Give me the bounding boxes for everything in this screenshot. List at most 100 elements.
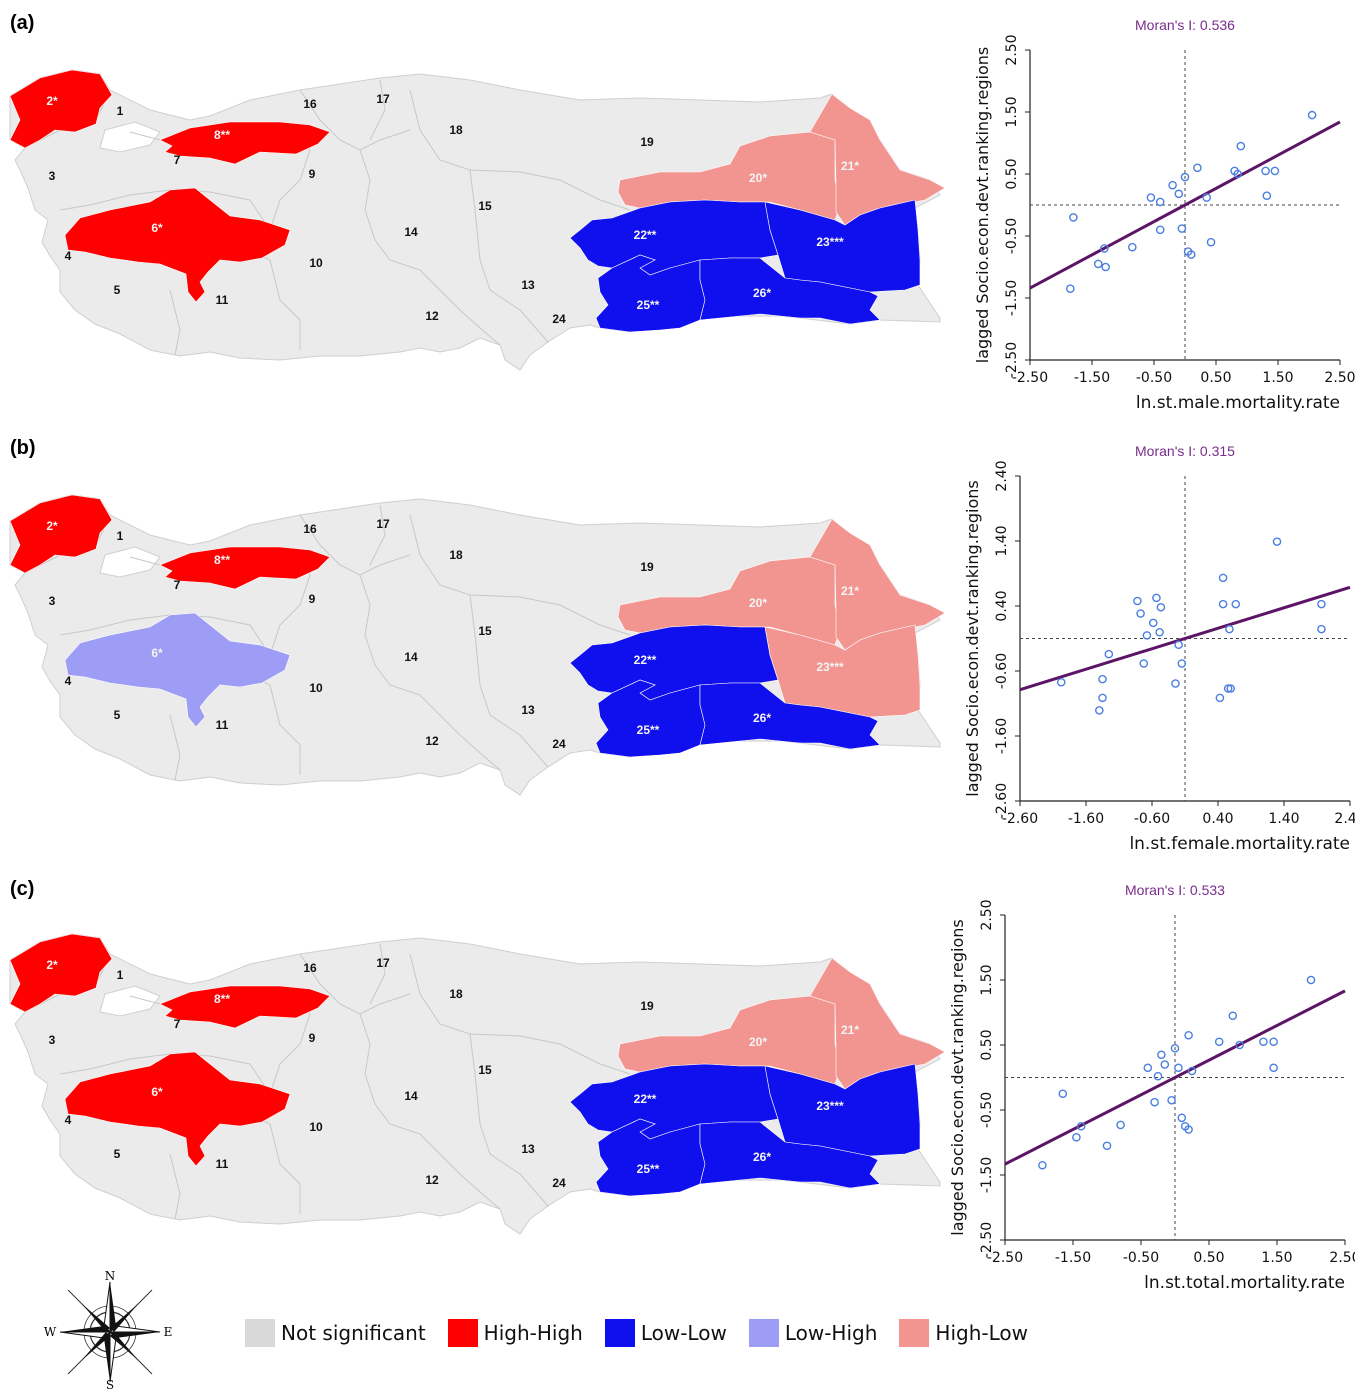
x-tick-label: 1.40 xyxy=(1268,811,1299,827)
region-label-5: 5 xyxy=(114,708,121,722)
region-border xyxy=(409,953,631,1075)
region-border xyxy=(469,594,549,768)
y-tick-label: -0.60 xyxy=(994,653,1010,689)
y-tick-label: 2.50 xyxy=(1004,34,1020,65)
region-label-25: 25** xyxy=(637,723,660,737)
scatter-point xyxy=(1202,193,1212,202)
legend-swatch-not-significant xyxy=(245,1319,275,1347)
region-border xyxy=(359,1013,421,1135)
scatter-point xyxy=(1233,169,1243,179)
x-tick-label: 2.40 xyxy=(1334,811,1355,827)
region-label-24: 24 xyxy=(552,1176,566,1190)
region-label-12: 12 xyxy=(425,734,439,748)
choropleth-map-a: 1 2* 3 4 5 6* 7 8** 9 10 11 12 13 14 15 16 17 18 19 20* 21* 2… xyxy=(9,69,946,371)
region-label-22: 22** xyxy=(634,1092,657,1106)
scatter-point xyxy=(1174,189,1184,199)
region-label-20: 20* xyxy=(749,171,767,185)
region-border xyxy=(299,89,411,151)
scatter-point xyxy=(1171,679,1180,688)
y-axis-title: lagged Socio.econ.devt.ranking.regions xyxy=(963,480,982,796)
region-label-9: 9 xyxy=(309,167,316,181)
region-label-23: 23*** xyxy=(816,1099,844,1113)
scatter-point xyxy=(1155,225,1165,235)
region-border xyxy=(299,514,411,576)
region-label-19: 19 xyxy=(640,560,654,574)
x-tick-label: -1.60 xyxy=(1068,811,1104,827)
region-label-6: 6* xyxy=(151,646,163,660)
compass-west-label: W xyxy=(44,1325,57,1339)
region-label-2: 2* xyxy=(46,958,58,972)
region-label-8: 8** xyxy=(214,553,230,567)
scatter-point xyxy=(1184,1030,1193,1040)
region-border xyxy=(419,269,501,346)
region-border xyxy=(169,1153,181,1220)
sea-of-marmara xyxy=(99,985,161,1017)
region-8-shape xyxy=(159,985,331,1029)
region-label-13: 13 xyxy=(521,703,535,717)
legend-label-not-significant: Not significant xyxy=(281,1321,426,1345)
region-label-21: 21* xyxy=(841,159,859,173)
scatter-point xyxy=(1226,684,1235,693)
x-tick-label: -0.60 xyxy=(1134,811,1170,827)
region-label-7: 7 xyxy=(174,578,181,592)
compass-east-label: E xyxy=(164,1325,173,1339)
y-axis-title: lagged Socio.econ.devt.ranking.regions xyxy=(973,47,992,363)
scatter-point xyxy=(1093,259,1103,269)
region-border xyxy=(419,694,501,771)
region-label-8: 8** xyxy=(214,128,230,142)
y-tick-label: -0.50 xyxy=(979,1092,995,1128)
compass-north-label: N xyxy=(105,1270,116,1283)
choropleth-map-b: 1 2* 3 4 5 6* 7 8** 9 10 11 12 13 14 15 16 17 18 19 20* 21* 2… xyxy=(9,494,946,796)
region-2-shape xyxy=(9,494,113,574)
scatter-point xyxy=(1168,180,1177,190)
x-tick-label: 2.50 xyxy=(1324,370,1355,386)
region-label-6: 6* xyxy=(151,1085,163,1099)
y-tick-label: -2.50 xyxy=(1004,342,1020,378)
legend-item-low-high: Low-High xyxy=(748,1319,877,1347)
panel-label-b: (b) xyxy=(10,437,36,459)
x-tick-label: -2.50 xyxy=(987,1250,1023,1266)
region-label-17: 17 xyxy=(376,92,390,106)
region-border xyxy=(409,514,631,636)
legend-swatch-low-high xyxy=(748,1319,779,1347)
scatter-point xyxy=(1069,213,1078,222)
scatter-point xyxy=(1101,262,1110,272)
y-tick-label: 0.40 xyxy=(994,590,1010,621)
region-label-22: 22** xyxy=(634,653,657,667)
region-label-3: 3 xyxy=(49,594,56,608)
region-label-13: 13 xyxy=(521,278,535,292)
scatter-point xyxy=(1153,1071,1163,1081)
panel-label-c: (c) xyxy=(10,878,35,900)
x-axis-title: ln.st.female.mortality.rate xyxy=(1129,834,1350,854)
x-tick-label: -0.50 xyxy=(1136,370,1172,386)
region-label-11: 11 xyxy=(216,293,229,307)
region-border xyxy=(169,289,181,356)
scatter-point xyxy=(1098,674,1107,684)
scatter-point xyxy=(1317,624,1326,634)
scatter-point xyxy=(1261,166,1270,176)
scatter-point xyxy=(1133,596,1142,606)
region-label-8: 8** xyxy=(214,992,230,1006)
region-border xyxy=(169,714,181,781)
scatter-point xyxy=(1187,1066,1197,1076)
y-tick-label: 2.50 xyxy=(979,899,995,930)
region-label-18: 18 xyxy=(449,123,463,137)
scatter-point xyxy=(1269,1037,1278,1047)
scatter-point xyxy=(1136,609,1145,618)
y-tick-label: 1.50 xyxy=(1004,96,1020,127)
x-tick-label: -2.50 xyxy=(1012,370,1048,386)
region-label-5: 5 xyxy=(114,1147,121,1161)
region-label-24: 24 xyxy=(552,737,566,751)
region-21-shape xyxy=(809,957,946,1090)
scatter-point xyxy=(1155,627,1164,637)
y-tick-label: -2.60 xyxy=(994,783,1010,819)
region-label-19: 19 xyxy=(640,135,654,149)
region-label-4: 4 xyxy=(65,1113,72,1127)
region-label-15: 15 xyxy=(478,199,492,213)
region-label-20: 20* xyxy=(749,1035,767,1049)
region-label-25: 25** xyxy=(637,298,660,312)
scatter-point xyxy=(1193,163,1202,173)
region-label-24: 24 xyxy=(552,312,566,326)
scatter-point xyxy=(1270,166,1280,176)
region-26-shape xyxy=(699,1121,881,1189)
